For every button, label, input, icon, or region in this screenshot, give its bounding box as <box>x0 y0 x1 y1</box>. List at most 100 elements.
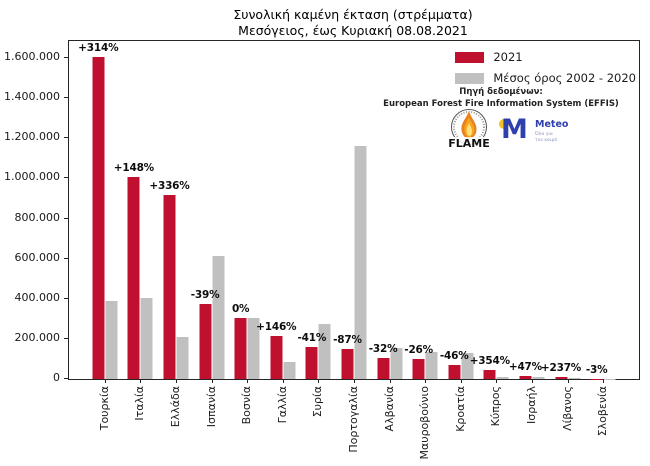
bar-group: +314% Τουρκία <box>78 42 119 431</box>
meteo-name: Meteo <box>535 119 569 130</box>
y-axis-tick-label: 1.200.000 <box>4 130 60 144</box>
x-axis-tick <box>389 379 391 383</box>
bar-groups: +314% Τουρκία +148% Ιταλία +336% Ελλάδα -39% Ισ… <box>69 41 639 460</box>
bar-average <box>390 348 403 379</box>
bar-pair: -3% <box>586 364 616 379</box>
y-axis-tick <box>64 57 68 59</box>
bar-pair: +47% <box>509 361 545 379</box>
legend-label-average: Μέσος όρος 2002 - 2020 <box>493 71 636 85</box>
y-axis-tick <box>64 378 68 379</box>
x-axis-tick <box>211 379 213 383</box>
svg-text:FLAME: FLAME <box>448 137 490 150</box>
bar-pair: -41% <box>298 324 331 379</box>
bar-group: +47% Ισραήλ <box>509 41 550 424</box>
data-source-label: Πηγή δεδομένων: <box>459 87 543 97</box>
x-axis-tick <box>318 379 320 383</box>
data-source-name: European Forest Fire Information System … <box>383 99 619 110</box>
bar-percent-label: -39% <box>190 288 220 301</box>
bar-2021 <box>519 376 532 379</box>
bar-2021 <box>270 335 283 379</box>
bar-group: -41% Συρία <box>298 41 337 417</box>
bar-average <box>176 336 189 379</box>
chart-subtitle: Μεσόγειος, έως Κυριακή 08.08.2021 <box>238 23 468 38</box>
y-axis-tick <box>64 257 68 259</box>
x-axis-tick <box>104 379 106 383</box>
bar-average <box>105 301 118 379</box>
bar-average <box>318 324 331 379</box>
y-axis-tick <box>64 97 68 99</box>
x-axis-tick <box>496 379 498 383</box>
bar-pair: +354% <box>470 355 510 379</box>
bar-group: +148% Ιταλία <box>113 162 155 421</box>
meteo-logo: M Meteo Όλα για τον καιρό <box>499 114 568 149</box>
bar-group: -87% Πορτογαλία <box>333 41 372 453</box>
bar-percent-label: -41% <box>297 331 327 344</box>
bar-group: -32% Αλβανία <box>368 41 408 431</box>
bar-group: +146% Γαλλία <box>256 320 297 424</box>
y-axis-tick <box>64 337 68 339</box>
bar-pair: -46% <box>440 350 474 379</box>
bar-pair: -87% <box>333 146 367 379</box>
bar-2021 <box>199 303 212 379</box>
bar-pair: -26% <box>404 344 438 379</box>
bar-pair: +148% <box>114 162 154 379</box>
meteo-text: Meteo Όλα για τον καιρό <box>535 115 568 145</box>
bar-average <box>496 377 509 379</box>
x-axis-tick <box>567 379 569 383</box>
x-axis-tick <box>282 379 284 383</box>
legend-swatch-2021 <box>455 51 485 63</box>
y-axis-tick <box>64 137 68 139</box>
bar-group: +237% Λίβανος <box>540 361 582 431</box>
bar-percent-label: -32% <box>368 343 398 356</box>
legend-item-average: Μέσος όρος 2002 - 2020 <box>455 71 636 85</box>
data-source-note: Πηγή δεδομένων: European Forest Fire Inf… <box>367 86 635 111</box>
meteo-dot-icon <box>499 119 509 129</box>
y-axis-tick-label: 800.000 <box>14 210 61 224</box>
plot-area: +314% Τουρκία +148% Ιταλία +336% Ελλάδα -39% Ισ… <box>68 40 640 460</box>
bar-average <box>212 255 225 379</box>
y-axis-tick <box>64 217 68 219</box>
bar-average <box>140 297 153 379</box>
bar-percent-label: +314% <box>78 42 119 55</box>
bar-group: -3% Σλοβενία <box>585 363 616 437</box>
bar-percent-label: -3% <box>585 363 608 376</box>
y-axis-tick-label: 1.400.000 <box>4 90 60 104</box>
bar-group: -39% Ισπανία <box>190 41 230 427</box>
bar-average <box>354 146 367 379</box>
chart-title-block: Συνολική καμένη έκταση (στρέμματα) Μεσόγ… <box>68 7 638 39</box>
bar-average <box>461 352 474 379</box>
bar-pair: +314% <box>78 42 119 379</box>
x-axis-tick <box>603 379 605 383</box>
bar-percent-label: +354% <box>469 354 510 367</box>
legend-label-2021: 2021 <box>493 50 523 64</box>
bar-average <box>603 378 616 379</box>
meteo-tagline: Όλα για τον καιρό <box>535 132 558 144</box>
x-axis-tick <box>247 379 249 383</box>
bar-2021 <box>448 364 461 379</box>
x-axis-tick <box>531 379 533 383</box>
bar-group: +336% Ελλάδα <box>149 180 190 428</box>
bar-group: +354% Κύπρος <box>469 354 510 427</box>
bar-2021 <box>92 57 105 379</box>
x-axis-tick <box>353 379 355 383</box>
y-axis-tick <box>64 297 68 299</box>
bar-average <box>283 361 296 379</box>
bar-percent-label: +148% <box>113 162 155 175</box>
y-axis-tick <box>64 177 68 179</box>
y-axis-tick-label: 200.000 <box>14 330 61 344</box>
y-axis-tick-label: 1.600.000 <box>4 50 60 64</box>
bar-2021 <box>127 177 140 379</box>
bar-2021 <box>555 376 568 379</box>
bar-pair: +146% <box>256 321 297 379</box>
chart-title: Συνολική καμένη έκταση (στρέμματα) <box>233 7 473 22</box>
bar-average <box>247 318 260 379</box>
bar-pair: +237% <box>541 362 581 379</box>
bar-percent-label: 0% <box>231 302 250 315</box>
bar-percent-label: +336% <box>149 180 190 193</box>
bar-pair: +336% <box>149 180 190 379</box>
flame-logo: FLAME <box>447 107 491 157</box>
bar-group: -26% Μαυροβούνιο <box>404 41 443 460</box>
legend-item-2021: 2021 <box>455 50 636 64</box>
x-axis-tick <box>175 379 177 383</box>
